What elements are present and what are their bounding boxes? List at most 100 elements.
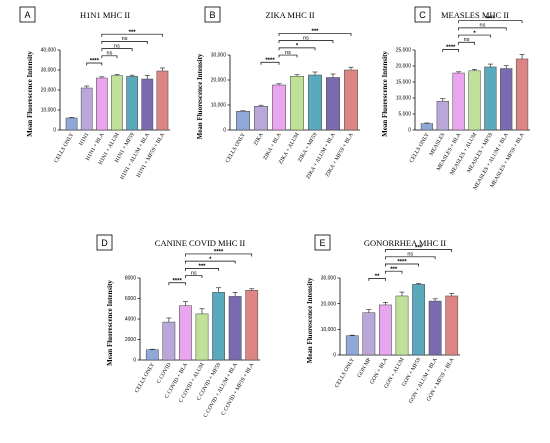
significance-label: ns	[122, 36, 128, 42]
y-axis-label: Mean Fluorescence Intensity	[306, 277, 314, 363]
significance-bracket	[385, 249, 453, 253]
bar	[80, 87, 93, 131]
significance-bracket	[442, 49, 459, 52]
significance-bracket	[86, 62, 103, 66]
x-tick-label: CELLS ONLY	[334, 357, 356, 389]
x-tick-label: CELLS ONLY	[134, 362, 156, 394]
significance-bracket	[185, 260, 236, 264]
chart-title: GONORRHEA MHC II	[364, 238, 446, 248]
significance-bracket	[458, 41, 475, 45]
panel-label-box	[96, 234, 113, 251]
bar	[96, 77, 108, 131]
y-tick-label: 0	[223, 128, 226, 134]
significance-label: ****	[90, 59, 100, 65]
y-tick-label: 20,000	[41, 88, 57, 94]
bar	[228, 296, 242, 361]
significance-label: ns	[107, 51, 113, 57]
significance-bracket	[385, 256, 436, 260]
y-tick-label: 10,000	[41, 108, 57, 114]
bar	[500, 68, 513, 131]
x-tick-label: CELLS ONLY	[225, 132, 247, 164]
bar	[395, 295, 409, 356]
panel-A: A H1N1 MHC II 0 10,000 20,000 30,000 40,000 Mea…	[19, 6, 170, 181]
significance-bracket	[458, 20, 523, 24]
bar	[254, 106, 268, 131]
bar	[445, 295, 459, 356]
y-axis-label: Mean Fluorescence Intensity	[26, 51, 34, 137]
bar	[344, 69, 358, 131]
bar	[162, 321, 176, 361]
y-axis-label: Mean Fluorescence Intensity	[106, 280, 114, 366]
bar	[236, 111, 250, 131]
significance-label: ****	[397, 260, 407, 266]
y-tick-label: 6000	[125, 296, 136, 302]
bar	[308, 74, 322, 131]
significance-label: ***	[390, 267, 398, 273]
y-tick-label: 10,000	[211, 103, 227, 109]
y-tick-label: 10,000	[396, 96, 412, 102]
panel-D: D CANINE COVID MHC II 0 2000 4000 6000 8000 Mea…	[96, 234, 260, 419]
panel-label: A	[24, 10, 30, 20]
x-tick-label: C COVID + MF59 + BLA	[220, 362, 255, 417]
chart-title: H1N1 MHC II	[80, 10, 130, 20]
significance-label: ****	[446, 45, 456, 51]
y-tick-label: 5,000	[398, 112, 411, 118]
y-tick-label: 40,000	[41, 48, 57, 54]
bar	[179, 305, 192, 361]
panel-label: D	[101, 238, 108, 248]
significance-bracket	[101, 55, 118, 59]
y-tick-label: 15,000	[396, 80, 412, 86]
y-tick-label: 0	[333, 353, 336, 359]
significance-label: *	[296, 44, 299, 50]
significance-bracket	[260, 61, 280, 65]
bar	[272, 84, 286, 131]
y-tick-label: 0	[133, 358, 136, 364]
bar	[379, 304, 392, 356]
significance-label: ****	[172, 278, 182, 284]
y-tick-label: 20,000	[321, 301, 337, 307]
significance-label: *	[209, 257, 212, 263]
significance-label: ns	[407, 252, 413, 258]
y-tick-label: 4000	[125, 317, 136, 323]
bar	[126, 76, 138, 131]
panel-label: B	[209, 10, 215, 20]
y-tick-label: 10,000	[321, 327, 337, 333]
bar	[156, 70, 169, 131]
significance-label: ***	[311, 29, 319, 35]
significance-label: ns	[480, 23, 486, 29]
significance-bracket	[278, 40, 334, 44]
x-tick-label: ZIKA + BLA	[262, 132, 282, 161]
y-tick-label: 0	[53, 128, 56, 134]
chart-title: CANINE COVID MHC II	[155, 238, 246, 248]
significance-label: ****	[214, 250, 224, 256]
bar	[412, 284, 425, 356]
significance-bracket	[458, 27, 507, 31]
significance-bracket	[101, 33, 163, 37]
significance-label: ns	[114, 43, 120, 49]
significance-label: ***	[415, 245, 423, 251]
chart-title: ZIKA MHC II	[265, 10, 314, 20]
significance-bracket	[385, 270, 403, 274]
y-tick-label: 2000	[125, 337, 136, 343]
panel-label: C	[419, 10, 426, 20]
panel-E: E GONORRHEA MHC II 0 10,000 20,000 30,000 Mean…	[306, 234, 460, 404]
significance-bracket	[101, 41, 148, 44]
significance-bracket	[458, 34, 491, 38]
bar	[345, 335, 359, 356]
y-tick-label: 20,000	[211, 78, 227, 84]
y-tick-label: 25,000	[396, 48, 412, 54]
bar	[141, 78, 154, 131]
significance-label: ***	[198, 264, 206, 270]
panel-label-box	[19, 6, 36, 23]
y-tick-label: 20,000	[396, 64, 412, 70]
significance-label: *	[473, 31, 476, 37]
y-axis-label: Mean Fluorescence Intensity	[381, 51, 389, 137]
significance-label: ***	[129, 30, 137, 36]
panel-label-box	[204, 6, 221, 23]
panel-label: E	[319, 238, 325, 248]
chart-title: MEASLES MHC II	[441, 10, 509, 20]
y-axis-label: Mean Fluorescence Intensity	[196, 53, 204, 139]
y-tick-label: 0	[408, 128, 411, 134]
panel-C: C MEASLES MHC II 0 5,000 10,000 15,000 20,000 2…	[381, 6, 530, 191]
